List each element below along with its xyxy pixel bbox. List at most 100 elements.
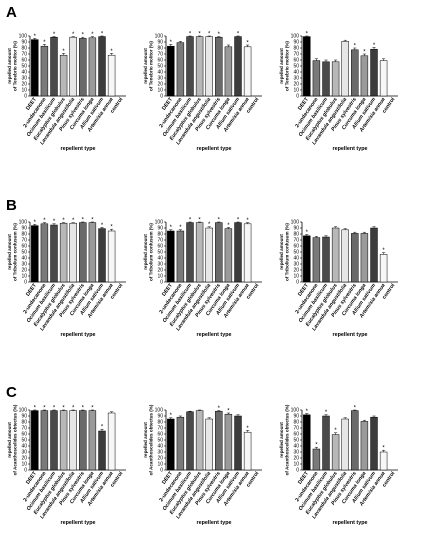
significance-star: * xyxy=(208,31,211,37)
y-tick-label: 40 xyxy=(157,256,163,262)
bar xyxy=(312,60,321,97)
y-tick-label: 10 xyxy=(21,462,27,468)
bar xyxy=(98,36,106,97)
significance-star: * xyxy=(218,32,221,38)
significance-star: * xyxy=(53,405,56,411)
bar xyxy=(176,416,185,471)
y-tick-label: 40 xyxy=(21,444,27,450)
y-tick-label: 20 xyxy=(157,82,163,88)
significance-star: * xyxy=(91,405,94,411)
significance-star: * xyxy=(198,31,201,37)
bar xyxy=(341,418,349,471)
y-tick-label: 60 xyxy=(21,244,27,250)
x-axis-title: repellent type xyxy=(332,520,367,526)
significance-star: * xyxy=(43,218,46,224)
significance-star: * xyxy=(382,446,385,452)
y-axis-title: repelled amount xyxy=(143,234,148,270)
bar xyxy=(322,61,330,97)
y-axis-title: of Acanthoscelides obtectus (%) xyxy=(285,404,290,475)
y-tick-label: 20 xyxy=(21,456,27,462)
y-tick-label: 0 xyxy=(296,280,299,286)
bar xyxy=(312,237,321,283)
bar xyxy=(88,37,97,97)
significance-star: * xyxy=(218,217,221,223)
y-tick-label: 40 xyxy=(293,256,299,262)
bar xyxy=(322,236,330,283)
y-tick-label: 80 xyxy=(21,420,27,426)
x-axis-title: repellent type xyxy=(60,146,95,152)
significance-star: * xyxy=(354,405,357,411)
y-tick-label: 10 xyxy=(293,274,299,280)
bar xyxy=(243,223,252,283)
significance-star: * xyxy=(72,405,75,411)
bar xyxy=(69,410,77,471)
bar xyxy=(379,451,388,471)
bar xyxy=(341,41,349,97)
y-tick-label: 50 xyxy=(21,64,27,70)
significance-star: * xyxy=(189,217,192,223)
y-tick-label: 100 xyxy=(19,34,28,40)
y-axis-title: repelled amount xyxy=(143,48,148,84)
y-tick-label: 100 xyxy=(155,220,164,226)
bar xyxy=(351,233,359,283)
significance-star: * xyxy=(237,31,240,37)
y-tick-label: 10 xyxy=(157,88,163,94)
y-axis-title: repelled amount xyxy=(279,48,284,84)
significance-star: * xyxy=(246,426,249,432)
panel-label-b: B xyxy=(6,197,17,214)
significance-star: * xyxy=(170,413,173,419)
bar xyxy=(50,224,58,283)
y-tick-label: 30 xyxy=(157,76,163,82)
y-tick-label: 90 xyxy=(157,414,163,420)
y-axis-title: of Acanthoscelides obtectus (%) xyxy=(13,404,18,475)
x-axis-title: repellent type xyxy=(332,146,367,152)
y-tick-label: 80 xyxy=(21,46,27,52)
significance-star: * xyxy=(227,408,230,414)
bar xyxy=(322,415,330,471)
significance-star: * xyxy=(43,405,46,411)
y-tick-label: 10 xyxy=(157,462,163,468)
bar xyxy=(59,54,68,97)
bar xyxy=(205,36,213,97)
x-axis-title: repellent type xyxy=(196,146,231,152)
bar xyxy=(341,229,349,283)
significance-star: * xyxy=(306,230,309,236)
y-tick-label: 100 xyxy=(291,34,300,40)
y-tick-label: 50 xyxy=(293,250,299,256)
significance-star: * xyxy=(306,409,309,415)
bar xyxy=(176,42,185,97)
bar xyxy=(40,410,49,471)
y-tick-label: 30 xyxy=(157,262,163,268)
significance-star: * xyxy=(62,218,65,224)
bar xyxy=(243,431,252,471)
y-tick-label: 80 xyxy=(157,232,163,238)
y-tick-label: 30 xyxy=(21,450,27,456)
y-tick-label: 70 xyxy=(293,52,299,58)
y-tick-label: 60 xyxy=(21,432,27,438)
y-tick-label: 50 xyxy=(293,64,299,70)
y-tick-label: 90 xyxy=(293,414,299,420)
significance-star: * xyxy=(34,405,37,411)
significance-star: * xyxy=(110,225,113,231)
x-axis-title: repellent type xyxy=(60,520,95,526)
significance-star: * xyxy=(82,33,85,39)
y-tick-label: 20 xyxy=(157,456,163,462)
y-axis-title: repelled amount xyxy=(143,422,148,458)
y-axis-title: of Tenebrio molitor (%) xyxy=(149,41,154,91)
bar xyxy=(69,222,77,283)
y-tick-label: 30 xyxy=(293,450,299,456)
bar xyxy=(167,45,175,97)
bar xyxy=(303,36,311,97)
y-tick-label: 60 xyxy=(157,244,163,250)
y-tick-label: 10 xyxy=(157,274,163,280)
significance-star: * xyxy=(110,49,113,55)
bar xyxy=(331,227,340,283)
significance-star: * xyxy=(354,43,357,49)
y-tick-label: 100 xyxy=(155,408,164,414)
